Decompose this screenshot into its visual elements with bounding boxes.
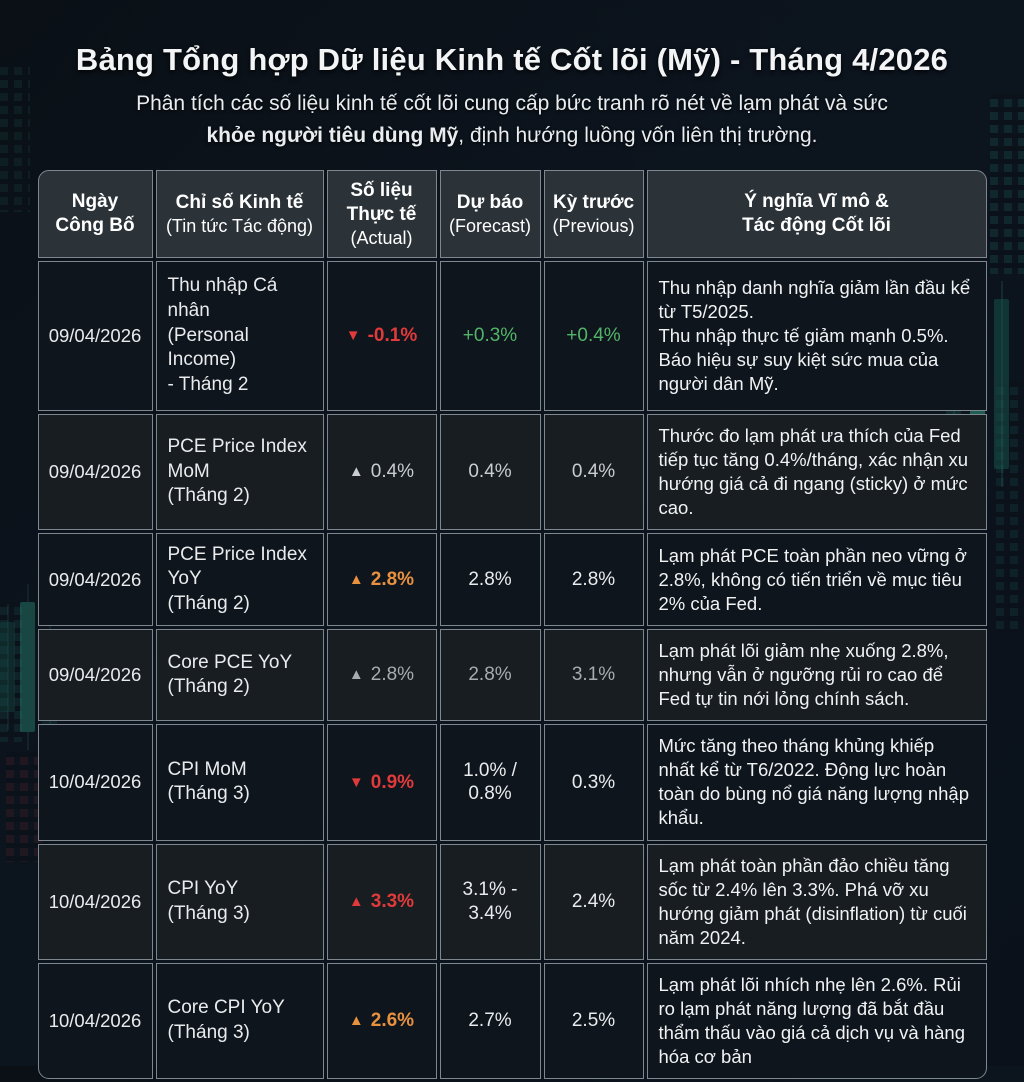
previous-cell: 2.5% xyxy=(543,962,644,1079)
note-cell: Lạm phát toàn phần đảo chiều tăng sốc từ… xyxy=(646,843,987,960)
actual-value: 2.8% xyxy=(370,664,415,686)
indicator-cell: Core CPI YoY (Tháng 3) xyxy=(155,962,324,1079)
table-row: 09/04/2026 Thu nhập Cá nhân (Personal Inc… xyxy=(37,261,987,411)
indicator-cell: Core PCE YoY (Tháng 2) xyxy=(155,629,324,722)
arrow-up-icon: ▲ xyxy=(348,570,364,588)
table-row: 10/04/2026 CPI YoY (Tháng 3) ▲ 3.3% 3.1% - 3… xyxy=(37,843,987,960)
previous-cell: 0.4% xyxy=(543,414,644,531)
header-date: Ngày Công Bố xyxy=(37,170,153,258)
previous-cell: 2.8% xyxy=(543,533,644,627)
actual-cell: ▲ 2.8% xyxy=(326,533,437,627)
forecast-cell: +0.3% xyxy=(439,261,541,411)
arrow-down-icon: ▼ xyxy=(348,773,364,791)
table-row: 10/04/2026 Core CPI YoY (Tháng 3) ▲ 2.6% 2.7… xyxy=(37,962,987,1079)
table-row: 09/04/2026 Core PCE YoY (Tháng 2) ▲ 2.8% 2.8… xyxy=(37,629,987,722)
header-actual: Số liệu Thực tế (Actual) xyxy=(326,170,437,258)
indicator-cell: Thu nhập Cá nhân (Personal Income) - Thá… xyxy=(155,261,324,411)
date-cell: 10/04/2026 xyxy=(37,962,153,1079)
note-cell: Lạm phát lõi giảm nhẹ xuống 2.8%, nhưng … xyxy=(646,629,987,722)
forecast-cell: 1.0% / 0.8% xyxy=(439,724,541,841)
arrow-up-icon: ▲ xyxy=(348,1011,364,1029)
note-cell: Thu nhập danh nghĩa giảm lần đầu kể từ T… xyxy=(646,261,987,411)
indicator-cell: PCE Price Index MoM (Tháng 2) xyxy=(155,414,324,531)
arrow-up-icon: ▲ xyxy=(348,463,364,481)
arrow-up-icon: ▲ xyxy=(348,666,364,684)
previous-cell: 0.3% xyxy=(543,724,644,841)
header-indicator: Chỉ số Kinh tế (Tin tức Tác động) xyxy=(155,170,324,258)
forecast-cell: 3.1% - 3.4% xyxy=(439,843,541,960)
indicator-cell: CPI MoM (Tháng 3) xyxy=(155,724,324,841)
page-subtitle: Phân tích các số liệu kinh tế cốt lõi cu… xyxy=(52,88,972,151)
arrow-down-icon: ▼ xyxy=(345,327,361,345)
subtitle-bold-part: khỏe người tiêu dùng Mỹ xyxy=(206,123,459,147)
subtitle-line1: Phân tích các số liệu kinh tế cốt lõi cu… xyxy=(136,92,888,115)
actual-cell: ▼ 0.9% xyxy=(326,724,437,841)
economic-data-table: Ngày Công Bố Chỉ số Kinh tế (Tin tức Tác … xyxy=(35,167,990,1082)
actual-value: -0.1% xyxy=(367,325,418,347)
actual-value: 2.6% xyxy=(370,1009,415,1031)
previous-cell: 3.1% xyxy=(543,629,644,722)
subtitle-rest: , định hướng luồng vốn liên thị trường. xyxy=(458,123,818,147)
actual-cell: ▲ 3.3% xyxy=(326,843,437,960)
table-header-row: Ngày Công Bố Chỉ số Kinh tế (Tin tức Tác … xyxy=(37,170,987,258)
forecast-cell: 2.7% xyxy=(439,962,541,1079)
date-cell: 10/04/2026 xyxy=(37,843,153,960)
date-cell: 09/04/2026 xyxy=(37,414,153,531)
table-row: 09/04/2026 PCE Price Index YoY (Tháng 2) ▲… xyxy=(37,533,987,627)
forecast-cell: 2.8% xyxy=(439,629,541,722)
arrow-up-icon: ▲ xyxy=(348,892,364,910)
actual-cell: ▲ 0.4% xyxy=(326,414,437,531)
date-cell: 10/04/2026 xyxy=(37,724,153,841)
actual-value: 0.4% xyxy=(370,461,415,483)
date-cell: 09/04/2026 xyxy=(37,629,153,722)
previous-cell: +0.4% xyxy=(543,261,644,411)
note-cell: Thước đo lạm phát ưa thích của Fed tiếp … xyxy=(646,414,987,531)
forecast-cell: 2.8% xyxy=(439,533,541,627)
note-cell: Lạm phát lõi nhích nhẹ lên 2.6%. Rủi ro … xyxy=(646,962,987,1079)
header-forecast: Dự báo (Forecast) xyxy=(439,170,541,258)
note-cell: Lạm phát PCE toàn phần neo vững ở 2.8%, … xyxy=(646,533,987,627)
actual-value: 0.9% xyxy=(370,771,415,793)
previous-cell: 2.4% xyxy=(543,843,644,960)
actual-cell: ▲ 2.6% xyxy=(326,962,437,1079)
date-cell: 09/04/2026 xyxy=(37,533,153,627)
header-meaning: Ý nghĩa Vĩ mô & Tác động Cốt lõi xyxy=(646,170,987,258)
table-row: 09/04/2026 PCE Price Index MoM (Tháng 2) ▲… xyxy=(37,414,987,531)
table-row: 10/04/2026 CPI MoM (Tháng 3) ▼ 0.9% 1.0% / 0… xyxy=(37,724,987,841)
actual-cell: ▼ -0.1% xyxy=(326,261,437,411)
header-previous: Kỳ trước (Previous) xyxy=(543,170,644,258)
table-body: 09/04/2026 Thu nhập Cá nhân (Personal Inc… xyxy=(37,261,987,1079)
actual-value: 3.3% xyxy=(370,890,415,912)
actual-value: 2.8% xyxy=(370,568,415,590)
indicator-cell: CPI YoY (Tháng 3) xyxy=(155,843,324,960)
note-cell: Mức tăng theo tháng khủng khiếp nhất kể … xyxy=(646,724,987,841)
page-title: Bảng Tổng hợp Dữ liệu Kinh tế Cốt lõi (M… xyxy=(75,42,949,77)
forecast-cell: 0.4% xyxy=(439,414,541,531)
date-cell: 09/04/2026 xyxy=(37,261,153,411)
actual-cell: ▲ 2.8% xyxy=(326,629,437,722)
indicator-cell: PCE Price Index YoY (Tháng 2) xyxy=(155,533,324,627)
